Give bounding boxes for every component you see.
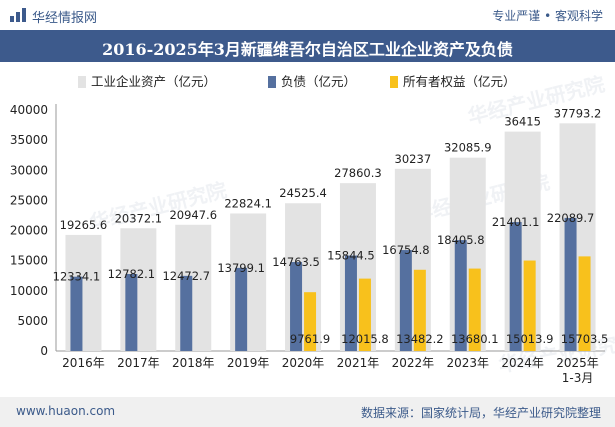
y-tick-label: 35000 <box>10 133 48 147</box>
label-liabilities: 12472.7 <box>162 269 210 283</box>
bar-equity <box>304 292 317 351</box>
bar-liabilities <box>235 267 248 351</box>
label-liabilities: 15844.5 <box>327 249 375 263</box>
bar-liabilities <box>125 273 138 351</box>
label-liabilities: 16754.8 <box>382 243 430 257</box>
label-equity: 15703.5 <box>561 332 609 346</box>
label-equity: 9761.9 <box>290 332 330 346</box>
legend-label-3: 所有者权益（亿元） <box>403 74 516 89</box>
bar-equity <box>578 256 591 351</box>
bar-liabilities <box>290 262 303 351</box>
chart-title: 2016-2025年3月新疆维吾尔自治区工业企业资产及负债 <box>102 40 513 59</box>
label-liabilities: 12782.1 <box>108 267 156 281</box>
label-assets: 20372.1 <box>115 211 163 225</box>
legend-swatch-1 <box>78 76 86 88</box>
label-liabilities: 21401.1 <box>492 215 540 229</box>
bar-liabilities <box>344 255 357 351</box>
y-tick-label: 10000 <box>10 284 48 298</box>
bar-chart: 华经产业研究院华经产业研究院华经产业研究院华经产业研究院工业企业资产（亿元）负债… <box>10 72 615 385</box>
bar-equity <box>468 268 481 351</box>
label-assets: 22824.1 <box>224 196 272 210</box>
data-source: 数据来源：国家统计局，华经产业研究院整理 <box>360 406 601 420</box>
x-tick-label: 2024年 <box>501 356 544 370</box>
label-assets: 27860.3 <box>334 166 382 180</box>
label-equity: 13482.2 <box>396 332 444 346</box>
label-assets: 24525.4 <box>279 186 327 200</box>
x-tick-label: 2016年 <box>62 356 105 370</box>
x-tick-label: 2020年 <box>282 356 325 370</box>
y-tick-label: 15000 <box>10 254 48 268</box>
y-tick-label: 25000 <box>10 193 48 207</box>
bar-equity <box>413 269 426 351</box>
bar-liabilities <box>564 217 577 351</box>
label-equity: 15013.9 <box>506 332 554 346</box>
bar-liabilities <box>399 250 412 351</box>
label-liabilities: 12334.1 <box>53 270 101 284</box>
x-tick-label: 2022年 <box>392 356 435 370</box>
legend-swatch-2 <box>268 76 276 88</box>
label-assets: 19265.6 <box>60 218 108 232</box>
legend-label-2: 负债（亿元） <box>281 74 356 89</box>
bar-equity <box>523 260 536 351</box>
label-liabilities: 18405.8 <box>437 233 485 247</box>
label-equity: 13680.1 <box>451 332 499 346</box>
bar-liabilities <box>454 240 467 351</box>
label-assets: 20947.6 <box>169 208 217 222</box>
slogan: 专业严谨 • 客观科学 <box>492 9 603 23</box>
bar-liabilities <box>70 276 83 351</box>
logo-icon <box>10 8 26 22</box>
label-liabilities: 14763.5 <box>272 255 320 269</box>
label-assets: 37793.2 <box>554 106 602 120</box>
top-bar: 华经情报网 专业严谨 • 客观科学 <box>0 0 615 30</box>
x-tick-label: 2019年 <box>227 356 270 370</box>
y-tick-label: 20000 <box>10 224 48 238</box>
bar-equity <box>358 278 371 351</box>
y-tick-label: 40000 <box>10 103 48 117</box>
x-tick-label: 2021年 <box>337 356 380 370</box>
label-assets: 30237 <box>395 152 432 166</box>
footer-bar: www.huaon.com 数据来源：国家统计局，华经产业研究院整理 <box>0 397 615 427</box>
footer-url[interactable]: www.huaon.com <box>16 404 116 418</box>
y-tick-label: 5000 <box>17 314 48 328</box>
x-tick-label: 2025年 1-3月 <box>556 356 599 385</box>
site-name[interactable]: 华经情报网 <box>32 11 98 26</box>
y-tick-label: 0 <box>40 344 48 358</box>
title-bar: 2016-2025年3月新疆维吾尔自治区工业企业资产及负债 <box>0 30 615 62</box>
y-tick-label: 30000 <box>10 163 48 177</box>
label-liabilities: 22089.7 <box>547 211 595 225</box>
label-assets: 32085.9 <box>444 141 492 155</box>
bar-liabilities <box>509 222 522 351</box>
bar-liabilities <box>180 275 193 351</box>
legend-swatch-3 <box>390 76 398 88</box>
x-tick-label: 2023年 <box>446 356 489 370</box>
label-assets: 36415 <box>504 115 541 129</box>
legend-label-1: 工业企业资产（亿元） <box>91 74 216 89</box>
x-tick-label: 2017年 <box>117 356 160 370</box>
label-liabilities: 13799.1 <box>217 261 265 275</box>
label-equity: 12015.8 <box>341 332 389 346</box>
x-tick-label: 2018年 <box>172 356 215 370</box>
